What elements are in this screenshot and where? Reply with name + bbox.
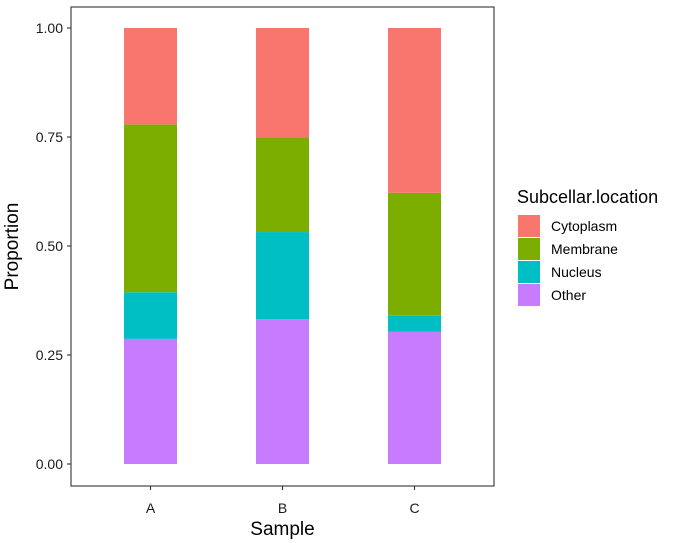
bars-layer <box>124 28 441 464</box>
y-tick-label: 0.25 <box>36 347 63 363</box>
bar-segment-a-membrane <box>124 124 177 293</box>
legend-label-cytoplasm: Cytoplasm <box>551 218 617 234</box>
legend-label-nucleus: Nucleus <box>551 264 602 280</box>
legend-key-nucleus <box>518 261 540 283</box>
x-tick-label: C <box>409 500 419 516</box>
y-axis-title: Proportion <box>2 203 23 291</box>
bar-segment-c-other <box>388 331 441 464</box>
legend: Subcellar.location Cytoplasm Membrane Nucl… <box>517 187 658 306</box>
y-tick-label: 0.50 <box>36 238 63 254</box>
bar-segment-c-membrane <box>388 192 441 316</box>
bar-segment-c-nucleus <box>388 315 441 332</box>
bar-segment-a-other <box>124 338 177 464</box>
bar-segment-b-other <box>256 319 309 464</box>
x-tick-label: B <box>278 500 287 516</box>
y-tick-label: 0.75 <box>36 129 63 145</box>
y-axis: 0.00 0.25 0.50 0.75 1.00 <box>36 20 71 472</box>
bar-segment-b-nucleus <box>256 232 309 320</box>
legend-title: Subcellar.location <box>517 187 658 207</box>
y-tick-label: 1.00 <box>36 20 63 36</box>
bar-segment-b-membrane <box>256 137 309 233</box>
legend-key-membrane <box>518 238 540 260</box>
bar-segment-b-cytoplasm <box>256 28 309 138</box>
bar-segment-a-nucleus <box>124 292 177 339</box>
x-tick-label: A <box>146 500 156 516</box>
legend-key-other <box>518 284 540 306</box>
bar-segment-c-cytoplasm <box>388 28 441 193</box>
legend-label-membrane: Membrane <box>551 241 618 257</box>
x-axis-title: Sample <box>250 519 314 540</box>
bar-segment-a-cytoplasm <box>124 28 177 125</box>
x-axis: A B C <box>146 486 420 516</box>
legend-label-other: Other <box>551 287 586 303</box>
legend-key-cytoplasm <box>518 215 540 237</box>
y-tick-label: 0.00 <box>36 456 63 472</box>
